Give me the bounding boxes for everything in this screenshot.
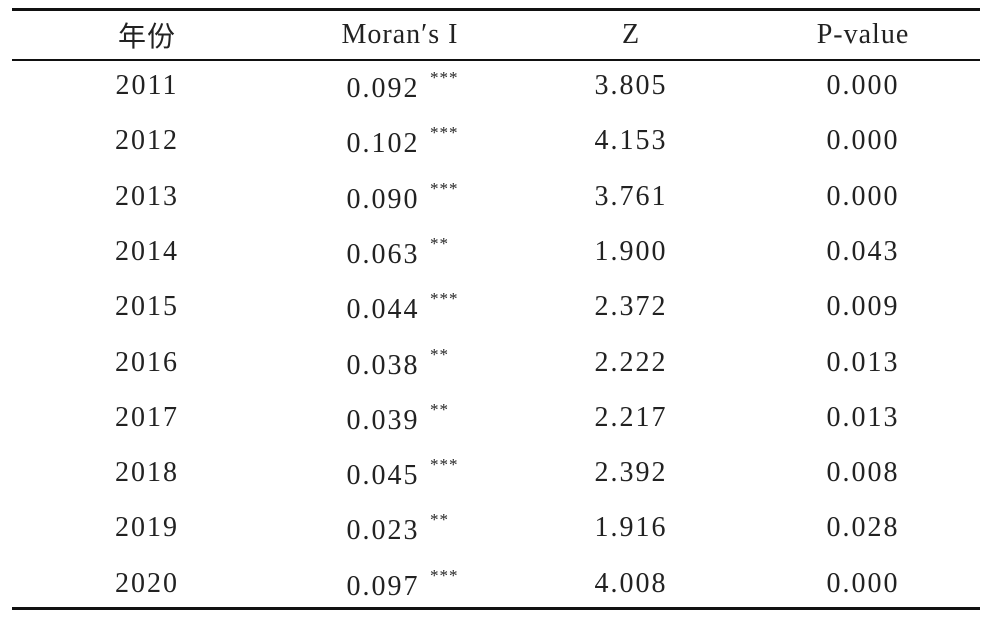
moran-cell: 0.038: [346, 349, 420, 381]
moran-cell: 0.102: [346, 128, 420, 160]
z-cell: 4.153: [594, 125, 668, 157]
year-cell: 2013: [115, 180, 179, 212]
moran-cell: 0.044: [346, 294, 420, 326]
year-cell: 2015: [115, 291, 179, 323]
p-value-cell: 0.043: [826, 235, 900, 267]
year-cell: 2016: [115, 346, 179, 378]
year-cell: 2018: [115, 457, 179, 489]
moran-cell: 0.039: [346, 404, 420, 436]
p-value-cell: 0.013: [826, 346, 900, 378]
significance-stars: **: [430, 399, 449, 419]
p-value-cell: 0.008: [826, 457, 900, 489]
p-value-cell: 0.013: [826, 401, 900, 433]
header-cell: Moran′s I: [341, 19, 459, 50]
significance-stars: ***: [430, 178, 459, 198]
year-cell: 2012: [115, 125, 179, 157]
p-value-cell: 0.000: [826, 125, 900, 157]
year-cell: 2014: [115, 235, 179, 267]
top-rule: [12, 8, 980, 11]
z-cell: 2.222: [594, 346, 668, 378]
header-rule: [12, 59, 980, 61]
significance-stars: **: [430, 510, 449, 530]
significance-stars: **: [430, 344, 449, 364]
header-cell: Z: [621, 19, 641, 50]
bottom-rule: [12, 607, 980, 610]
significance-stars: ***: [430, 68, 459, 87]
z-cell: 3.805: [594, 70, 668, 101]
moran-cell: 0.092: [346, 73, 420, 104]
significance-stars: ***: [430, 123, 459, 143]
z-cell: 2.372: [594, 291, 668, 323]
p-value-cell: 0.009: [826, 291, 900, 323]
moran-cell: 0.023: [346, 515, 420, 547]
year-cell: 2019: [115, 512, 179, 544]
moran-cell: 0.097: [346, 570, 420, 602]
significance-stars: **: [430, 233, 449, 253]
moran-cell: 0.045: [346, 460, 420, 492]
p-value-cell: 0.000: [826, 180, 900, 212]
significance-stars: ***: [430, 455, 459, 475]
moran-cell: 0.090: [346, 183, 420, 215]
significance-stars: ***: [430, 289, 459, 309]
significance-stars: ***: [430, 565, 459, 585]
year-cell: 2011: [115, 70, 179, 101]
p-value-cell: 0.028: [826, 512, 900, 544]
p-value-cell: 0.000: [826, 567, 900, 599]
p-value-cell: 0.000: [826, 70, 900, 101]
z-cell: 3.761: [594, 180, 668, 212]
moran-cell: 0.063: [346, 238, 420, 270]
z-cell: 1.916: [594, 512, 668, 544]
header-cell: 年份: [117, 22, 177, 53]
year-cell: 2017: [115, 401, 179, 433]
year-cell: 2020: [115, 567, 179, 599]
z-cell: 1.900: [594, 235, 668, 267]
z-cell: 2.217: [594, 401, 668, 433]
z-cell: 2.392: [594, 457, 668, 489]
header-cell: P-value: [816, 19, 910, 50]
z-cell: 4.008: [594, 567, 668, 599]
